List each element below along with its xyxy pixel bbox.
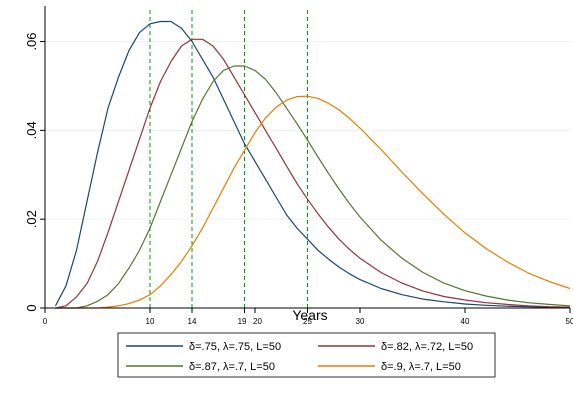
axes: 0 .02 .04 .06 0 10 14 19 20 25 30 40 50 (24, 6, 573, 326)
x-tick-label-6: 30 (356, 317, 365, 326)
legend-label-0: δ=.75, λ=.75, L=50 (189, 341, 281, 353)
x-tick-label-7: 40 (461, 317, 470, 326)
legend-label-1: δ=.82, λ=.72, L=50 (381, 341, 473, 353)
series-line-0 (54, 20, 571, 309)
x-tick-label-2: 14 (188, 317, 197, 326)
x-tick-label-3: 19 (238, 317, 247, 326)
series-line-1 (55, 38, 571, 309)
legend-box (117, 332, 496, 378)
legend-label-2: δ=.87, λ=.7, L=50 (189, 361, 275, 373)
reference-lines (149, 10, 308, 308)
x-tick-label-8: 50 (566, 317, 573, 326)
y-tick-label-2: .04 (24, 121, 39, 139)
y-tick-label-0: 0 (24, 304, 39, 311)
series-lines (54, 20, 571, 309)
x-tick-label-1: 10 (146, 317, 155, 326)
y-tick-label-3: .06 (24, 32, 39, 50)
legend: δ=.75, λ=.75, L=50 δ=.82, λ=.72, L=50 δ=.8… (117, 332, 496, 378)
series-line-3 (55, 95, 571, 309)
x-axis-label: Years (292, 307, 327, 323)
y-tick-label-1: .02 (24, 210, 39, 228)
legend-label-3: δ=.9, λ=.7, L=50 (381, 361, 461, 373)
series-line-2 (55, 65, 571, 309)
x-tick-label-5: 25 (303, 317, 312, 326)
x-tick-label-0: 0 (43, 317, 48, 326)
x-tick-label-4: 20 (253, 317, 262, 326)
